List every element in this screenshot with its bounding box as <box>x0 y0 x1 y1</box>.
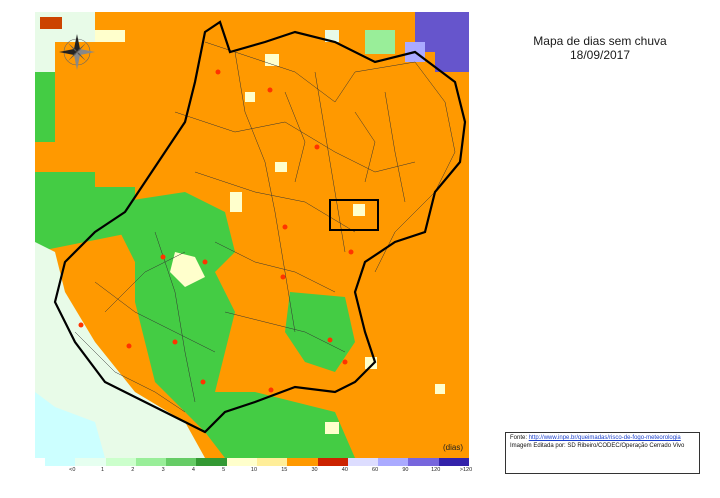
fire-spot-icon <box>314 144 320 150</box>
fire-spot-icon <box>268 387 274 393</box>
legend-swatch <box>438 458 469 466</box>
pale-zone-southwest <box>35 242 205 458</box>
fire-spot-icon <box>348 249 354 255</box>
state-border <box>53 20 467 434</box>
legend-unit: (dias) <box>442 443 463 452</box>
pale-cell <box>325 30 339 42</box>
fire-spot-icon <box>172 339 178 345</box>
legend-swatch <box>347 458 379 466</box>
fire-spot-icon <box>200 379 206 385</box>
legend-label: 30 <box>311 467 318 473</box>
yellow-cell <box>353 204 365 216</box>
legend-swatch <box>166 458 197 466</box>
red-patch-northwest <box>40 17 62 29</box>
legend-label: 3 <box>161 467 165 473</box>
green-zone-southeast <box>285 292 355 372</box>
legend-swatch <box>317 458 348 466</box>
legend-label: 4 <box>191 467 195 473</box>
legend: (dias) <0 1 2 3 4 5 10 15 30 40 60 90 120 >120 <box>45 443 475 488</box>
legend-label: 15 <box>281 467 288 473</box>
fire-spot-icon <box>78 322 84 328</box>
fire-spot-icon <box>342 359 348 365</box>
compass-rose-icon <box>59 34 95 70</box>
map-canvas <box>35 12 469 458</box>
legend-label: 5 <box>222 467 226 473</box>
map-date: 18/09/2017 <box>569 48 631 62</box>
legend-swatch <box>226 458 257 466</box>
map-title-block: Mapa de dias sem chuva 18/09/2017 <box>500 34 700 62</box>
legend-swatch <box>75 458 106 466</box>
legend-swatch <box>378 458 409 466</box>
legend-labels: <0 1 2 3 4 5 10 15 30 40 60 90 120 >120 <box>45 467 473 477</box>
fire-spot-icon <box>202 259 208 265</box>
legend-label: 90 <box>402 467 409 473</box>
source-box: Fonte: http://www.inpe.br/queimadas/risc… <box>505 432 700 474</box>
legend-label: 120 <box>431 467 441 473</box>
legend-swatch <box>196 458 227 466</box>
legend-color-bar <box>45 458 469 466</box>
legend-swatch <box>287 458 318 466</box>
legend-label: 40 <box>341 467 348 473</box>
rain-map <box>35 12 469 458</box>
legend-label: 60 <box>372 467 379 473</box>
legend-label: <0 <box>69 467 76 473</box>
green-patch-northeast <box>365 30 395 54</box>
fire-spot-icon <box>282 224 288 230</box>
legend-swatch <box>256 458 288 466</box>
legend-swatch <box>105 458 136 466</box>
yellow-cell <box>435 384 445 394</box>
legend-label: 1 <box>101 467 105 473</box>
green-band-center <box>120 192 235 272</box>
green-zone-south <box>135 262 355 458</box>
fire-spot-icon <box>160 254 166 260</box>
legend-swatch <box>135 458 167 466</box>
cyan-zone-south <box>35 392 105 458</box>
legend-swatch <box>45 458 76 466</box>
green-zone-west <box>35 172 135 252</box>
fire-spot-icon <box>126 343 132 349</box>
yellow-cell <box>230 192 242 212</box>
purple-zone-northeast <box>415 12 469 72</box>
yellow-patch-north <box>95 30 125 42</box>
yellow-cell <box>245 92 255 102</box>
fire-spot-icon <box>215 69 221 75</box>
legend-label: 10 <box>250 467 258 473</box>
source-prefix: Fonte: <box>510 435 529 441</box>
map-title: Mapa de dias sem chuva <box>533 34 667 48</box>
fire-spots <box>78 69 354 393</box>
legend-label: 2 <box>131 467 135 473</box>
source-credit: Imagem Editada por: SD Ribeiro/CODEC/Ope… <box>510 442 685 449</box>
fire-spot-icon <box>327 337 333 343</box>
legend-label: >120 <box>459 467 473 473</box>
fire-spot-icon <box>267 87 273 93</box>
federal-district-border <box>329 199 379 231</box>
fire-spot-icon <box>280 274 286 280</box>
yellow-cell <box>325 422 339 434</box>
yellow-patch-center <box>170 252 205 287</box>
source-link[interactable]: http://www.inpe.br/queimadas/risco-de-fo… <box>528 435 681 441</box>
legend-swatch <box>408 458 439 466</box>
green-strip-west <box>35 72 55 142</box>
yellow-cell <box>275 162 287 172</box>
